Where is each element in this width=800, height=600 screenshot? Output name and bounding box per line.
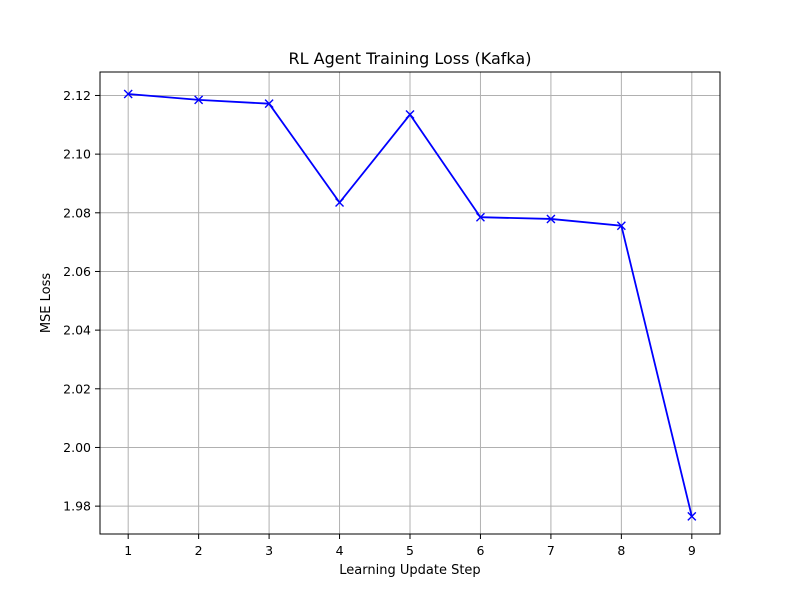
y-tick-label: 2.02 <box>63 381 91 396</box>
x-tick-label: 7 <box>547 543 555 558</box>
data-point-marker <box>475 212 485 222</box>
y-tick-label: 1.98 <box>63 499 91 514</box>
y-tick-label: 2.12 <box>63 88 91 103</box>
x-tick-label: 4 <box>336 543 344 558</box>
data-point-marker <box>616 221 626 231</box>
x-tick-label: 8 <box>617 543 625 558</box>
y-tick-label: 2.10 <box>63 147 91 162</box>
x-tick-label: 2 <box>195 543 203 558</box>
ticks: 1 2 3 4 5 6 7 8 9 1.98 2.00 2.02 2.04 2.06 2.08 2.10 2.1… <box>63 88 696 558</box>
data-point-marker <box>405 110 415 120</box>
x-tick-label: 3 <box>265 543 273 558</box>
data-point-marker <box>194 95 204 105</box>
grid <box>100 72 720 534</box>
x-tick-label: 1 <box>124 543 132 558</box>
y-tick-label: 2.00 <box>63 440 91 455</box>
x-tick-label: 9 <box>688 543 696 558</box>
x-tick-label: 5 <box>406 543 414 558</box>
x-tick-label: 6 <box>476 543 484 558</box>
y-tick-label: 2.04 <box>63 323 91 338</box>
data-point-marker <box>264 99 274 109</box>
series-layer <box>123 89 697 521</box>
data-point-marker <box>335 198 345 208</box>
data-point-marker <box>546 214 556 224</box>
y-axis-label: MSE Loss <box>39 273 54 334</box>
x-axis-label: Learning Update Step <box>339 563 480 578</box>
data-point-marker <box>687 511 697 521</box>
y-tick-label: 2.06 <box>63 264 91 279</box>
chart-title: RL Agent Training Loss (Kafka) <box>289 49 532 68</box>
y-tick-label: 2.08 <box>63 205 91 220</box>
data-point-marker <box>123 89 133 99</box>
